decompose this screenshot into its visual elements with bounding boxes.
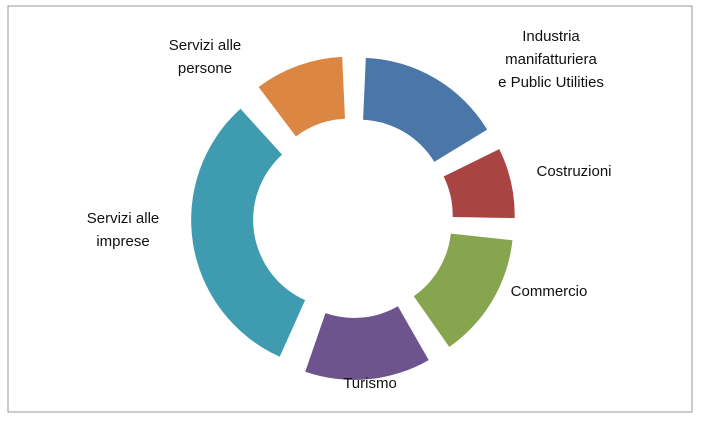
category-label-line: Industria [522, 28, 580, 45]
category-label-line: Servizi alle [169, 37, 242, 54]
category-label-line: Commercio [511, 283, 588, 300]
category-label: Turismo [343, 375, 397, 392]
donut-segment [363, 57, 488, 162]
category-label-line: Costruzioni [536, 163, 611, 180]
donut-segment [305, 306, 429, 380]
category-label: Commercio [511, 283, 588, 300]
donut-segment [191, 108, 306, 357]
category-label-line: persone [178, 60, 232, 77]
donut-segment [258, 56, 345, 137]
donut-segment [443, 149, 515, 219]
category-label: Servizi alle persone [169, 37, 242, 77]
category-label-line: manifatturiera [505, 51, 597, 68]
category-label-line: e Public Utilities [498, 74, 604, 91]
category-label-line: Servizi alle [87, 210, 160, 227]
donut-segment [413, 233, 513, 348]
category-label-line: Turismo [343, 375, 397, 392]
category-label-line: imprese [96, 233, 149, 250]
category-label: Costruzioni [536, 163, 611, 180]
category-label: Industria manifatturiera e Public Utilitie… [498, 28, 604, 91]
category-label: Servizi alle imprese [87, 210, 160, 250]
